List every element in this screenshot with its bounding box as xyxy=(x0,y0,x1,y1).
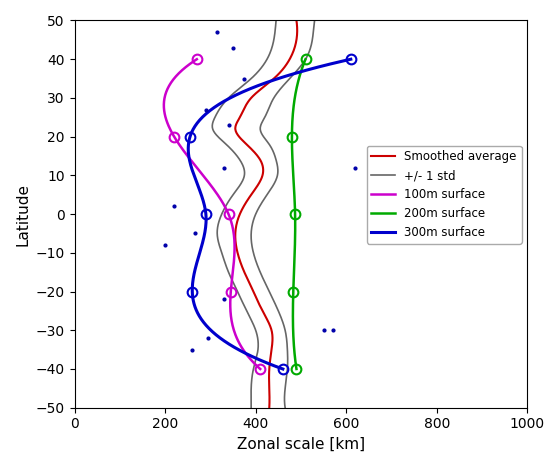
100m surface xyxy=(166,83,172,88)
300m surface xyxy=(236,347,243,353)
Smoothed average xyxy=(245,279,252,284)
100m surface xyxy=(227,309,234,314)
Line: 100m surface: 100m surface xyxy=(164,59,260,369)
Smoothed average xyxy=(259,161,265,167)
300m surface xyxy=(194,309,200,314)
+/- 1 std xyxy=(257,126,264,131)
300m surface xyxy=(255,83,262,88)
X-axis label: Zonal scale [km]: Zonal scale [km] xyxy=(237,437,365,452)
+/- 1 std xyxy=(311,18,318,23)
100m surface xyxy=(245,354,251,359)
Line: +/- 1 std: +/- 1 std xyxy=(251,21,315,408)
Line: Smoothed average: Smoothed average xyxy=(235,21,297,408)
Smoothed average xyxy=(267,358,273,364)
Smoothed average xyxy=(232,123,239,129)
100m surface xyxy=(228,283,235,289)
Line: 200m surface: 200m surface xyxy=(292,59,306,369)
Line: 300m surface: 300m surface xyxy=(188,59,351,369)
+/- 1 std xyxy=(274,161,281,167)
200m surface xyxy=(293,366,300,372)
300m surface xyxy=(189,283,196,289)
100m surface xyxy=(240,347,247,353)
200m surface xyxy=(291,347,297,353)
Smoothed average xyxy=(232,126,239,131)
300m surface xyxy=(249,354,255,359)
100m surface xyxy=(193,57,200,62)
+/- 1 std xyxy=(284,358,291,364)
Smoothed average xyxy=(293,18,300,23)
200m surface xyxy=(290,283,297,289)
+/- 1 std xyxy=(261,279,268,284)
200m surface xyxy=(297,72,304,78)
Smoothed average xyxy=(266,405,273,410)
+/- 1 std xyxy=(250,252,257,257)
Legend: Smoothed average, +/- 1 std, 100m surface, 200m surface, 300m surface: Smoothed average, +/- 1 std, 100m surfac… xyxy=(367,146,521,244)
300m surface xyxy=(347,57,354,62)
300m surface xyxy=(287,72,293,78)
300m surface xyxy=(279,366,286,372)
200m surface xyxy=(290,309,296,314)
200m surface xyxy=(292,354,298,359)
+/- 1 std xyxy=(282,405,288,410)
200m surface xyxy=(302,57,309,62)
200m surface xyxy=(294,83,301,88)
Smoothed average xyxy=(235,252,241,257)
100m surface xyxy=(174,72,181,78)
100m surface xyxy=(257,366,264,372)
+/- 1 std xyxy=(257,123,264,129)
Y-axis label: Latitude: Latitude xyxy=(15,183,30,246)
